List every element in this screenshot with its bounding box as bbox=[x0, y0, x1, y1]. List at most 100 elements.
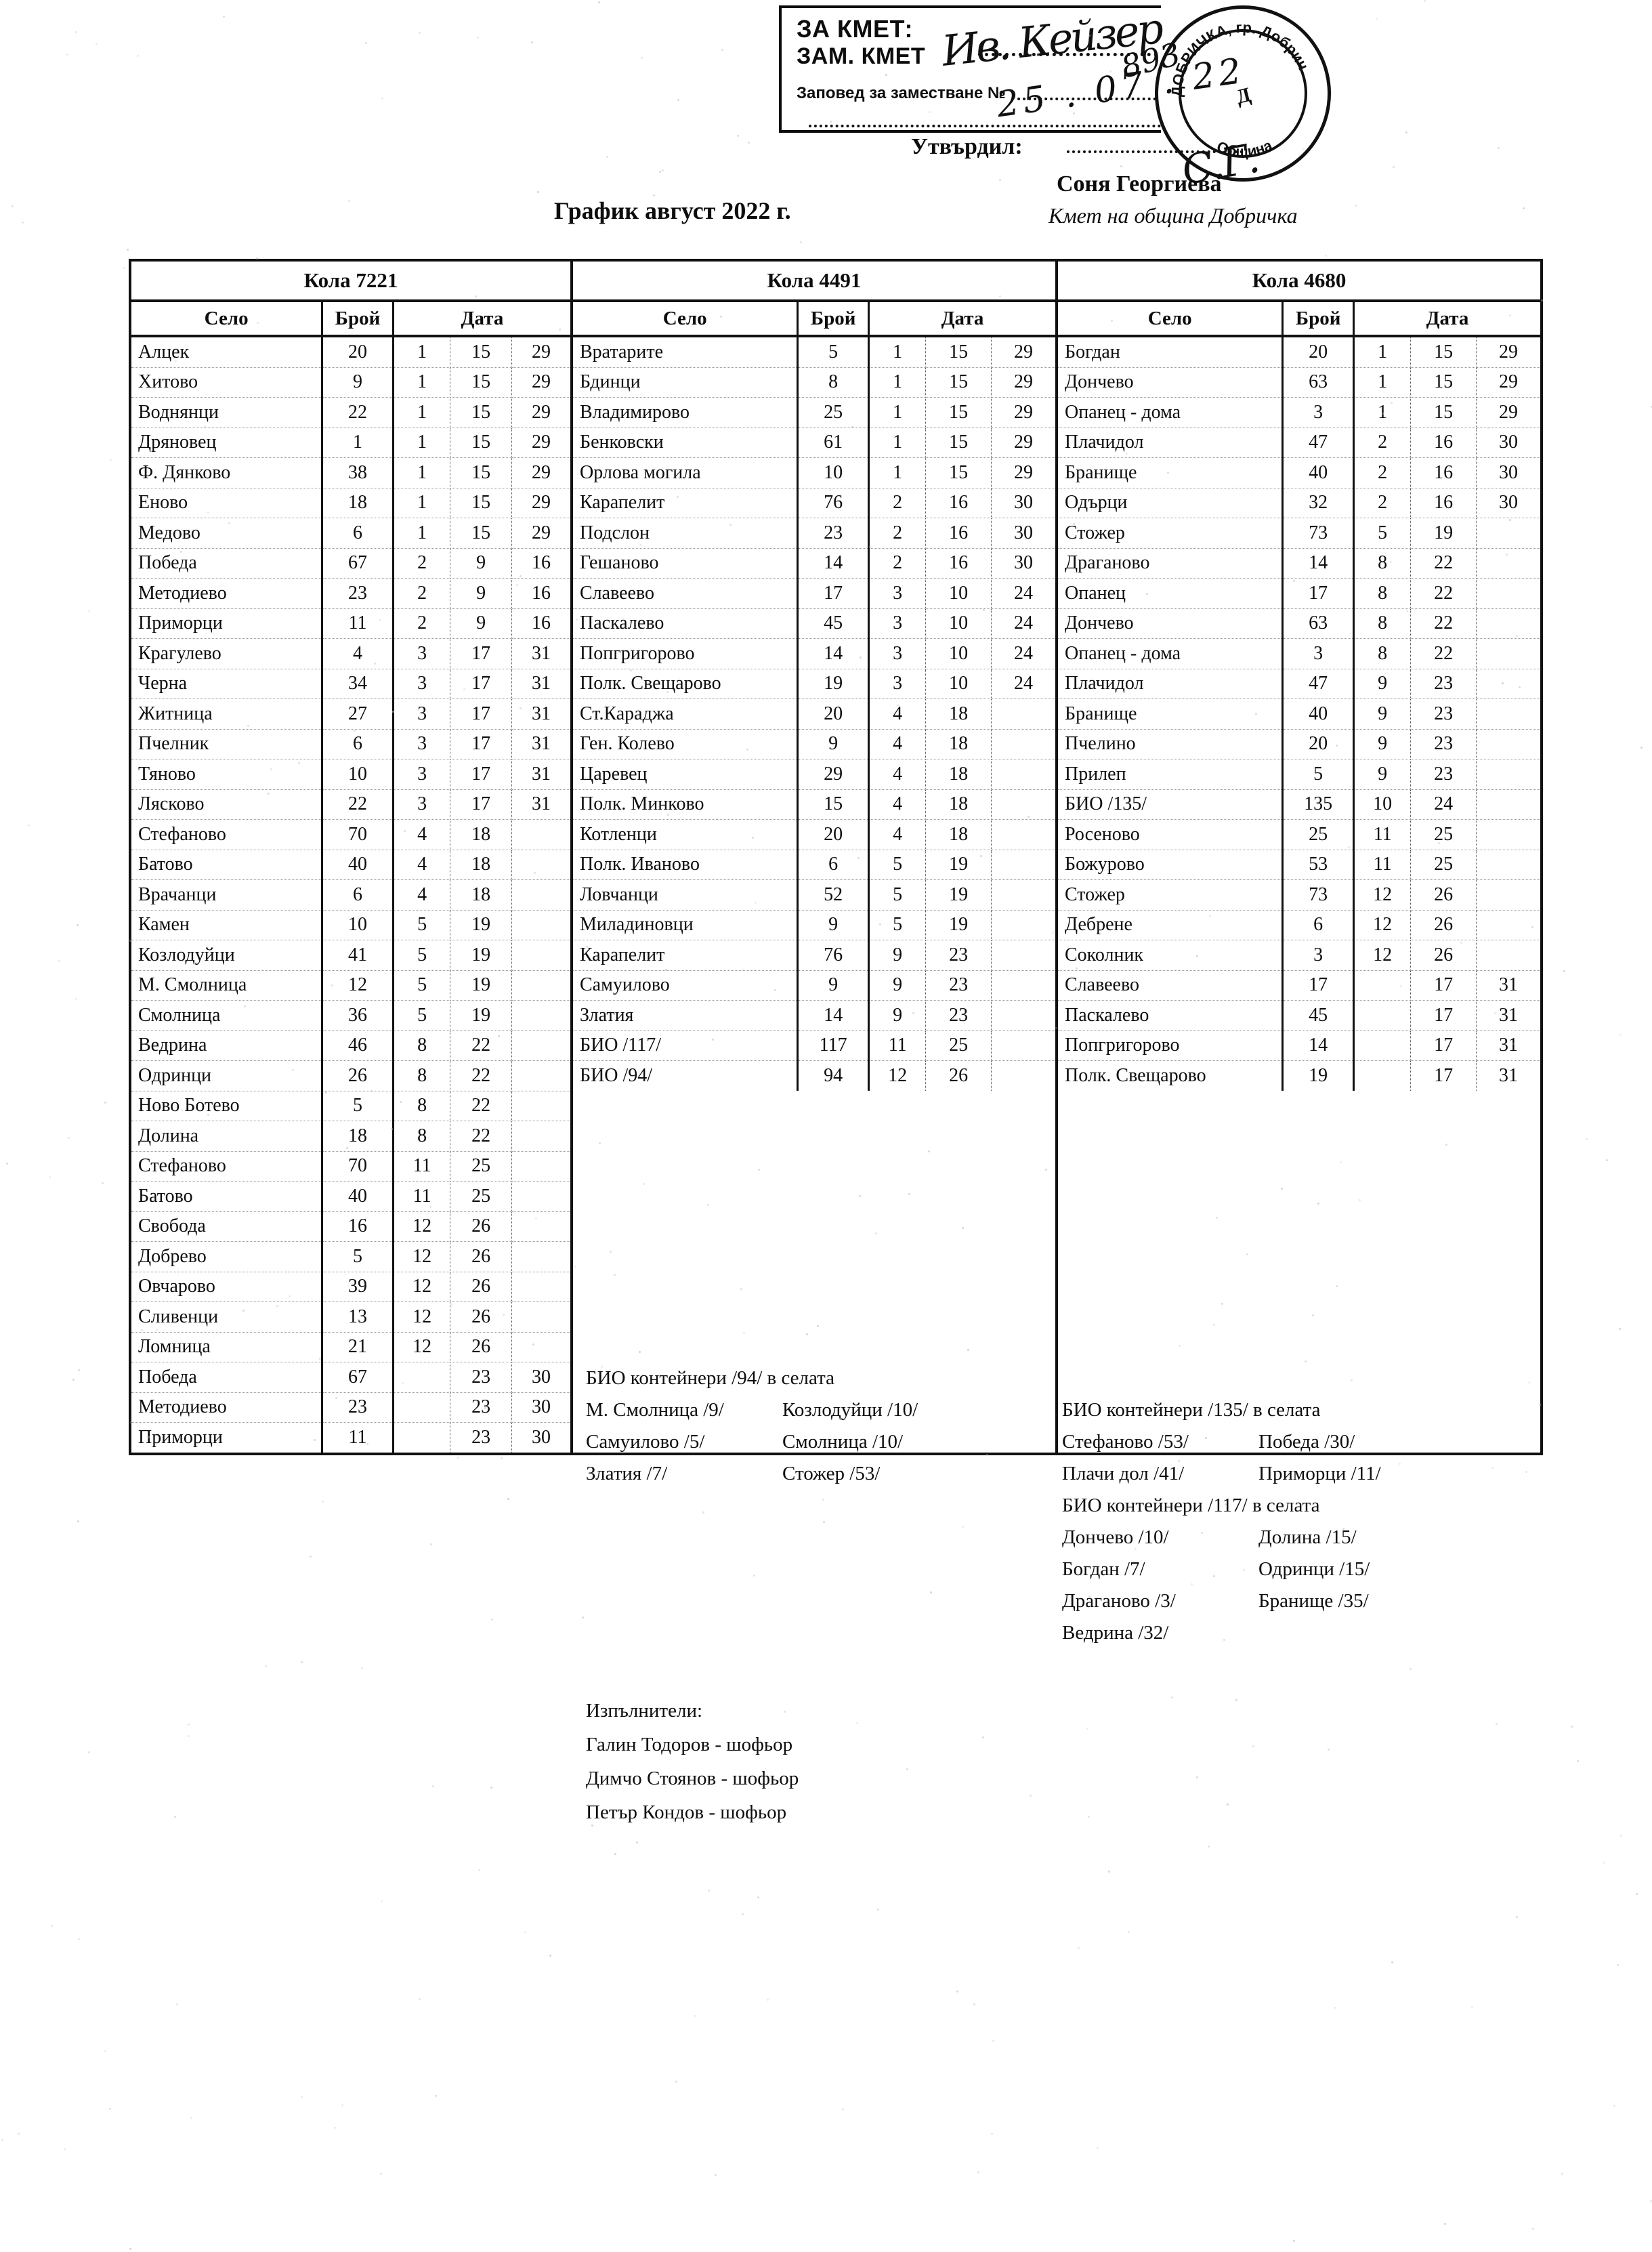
table-row: Плачидол 47 9 23 bbox=[1058, 669, 1540, 699]
cell-date-3 bbox=[511, 970, 570, 1001]
cell-date-1: 1 bbox=[868, 457, 927, 488]
scan-speckle bbox=[576, 619, 578, 621]
cell-date-2: 17 bbox=[450, 638, 512, 669]
cell-date-2: 17 bbox=[1410, 1000, 1477, 1031]
cell-count: 53 bbox=[1282, 850, 1355, 880]
cell-date-3 bbox=[511, 1211, 570, 1242]
scan-speckle bbox=[694, 2015, 696, 2017]
scan-speckle bbox=[1516, 635, 1518, 637]
cell-date-2: 23 bbox=[1410, 729, 1477, 759]
cell-date-1: 2 bbox=[393, 548, 451, 579]
scan-speckle bbox=[429, 1206, 431, 1208]
cell-date-1: 5 bbox=[393, 970, 451, 1001]
cell-count: 17 bbox=[1282, 970, 1355, 1001]
scan-speckle bbox=[1097, 2147, 1099, 2149]
scan-speckle bbox=[707, 1204, 709, 1206]
bio-note-right: Стожер /53/ bbox=[782, 1463, 881, 1484]
cell-count: 18 bbox=[322, 488, 394, 518]
scan-speckle bbox=[1561, 2173, 1563, 2175]
cell-date-1: 12 bbox=[393, 1332, 451, 1362]
scan-speckle bbox=[1088, 35, 1090, 37]
scan-speckle bbox=[1494, 1012, 1496, 1014]
scan-speckle bbox=[1516, 1916, 1518, 1918]
scan-speckle bbox=[1650, 2200, 1652, 2202]
cell-date-2: 15 bbox=[925, 336, 992, 368]
cell-date-1: 12 bbox=[393, 1301, 451, 1333]
cell-village: Златия bbox=[573, 1000, 799, 1031]
table-row: Росеново 25 11 25 bbox=[1058, 819, 1540, 850]
scan-speckle bbox=[559, 329, 561, 331]
cell-village: Стожер bbox=[1058, 879, 1284, 911]
cell-village: Ловчанци bbox=[573, 879, 799, 911]
scan-speckle bbox=[1525, 1471, 1527, 1473]
cell-village: Соколник bbox=[1058, 940, 1284, 971]
cell-date-2: 26 bbox=[1410, 940, 1477, 971]
cell-date-3: 30 bbox=[1476, 488, 1540, 518]
scan-speckle bbox=[614, 1274, 616, 1276]
cell-village: Воднянци bbox=[131, 397, 324, 428]
cell-date-3 bbox=[1476, 789, 1540, 820]
cell-count: 76 bbox=[797, 488, 870, 518]
scan-speckle bbox=[503, 1314, 505, 1316]
cell-count: 12 bbox=[322, 970, 394, 1001]
stamp-dotted-line-3 bbox=[809, 125, 1161, 127]
scan-speckle bbox=[1376, 18, 1378, 20]
cell-date-1: 8 bbox=[1353, 608, 1412, 639]
bio-note-row: Плачи дол /41/Приморци /11/ bbox=[1062, 1458, 1529, 1490]
scan-speckle bbox=[1640, 747, 1643, 749]
cell-date-2: 16 bbox=[1410, 428, 1477, 458]
scan-speckle bbox=[370, 1090, 373, 1092]
scan-speckle bbox=[999, 179, 1001, 181]
scan-speckle bbox=[1216, 1217, 1218, 1219]
cell-date-1: 12 bbox=[868, 1060, 927, 1091]
table-row: Прилеп 5 9 23 bbox=[1058, 759, 1540, 790]
scan-speckle bbox=[532, 1343, 534, 1346]
cell-village: Добрево bbox=[131, 1241, 324, 1272]
bio-notes-pairs-117: Дончево /10/Долина /15/Богдан /7/Одринци… bbox=[1062, 1522, 1529, 1649]
cell-village: Вратарите bbox=[573, 336, 799, 368]
scan-speckle bbox=[614, 1853, 616, 1855]
scan-speckle bbox=[137, 55, 139, 57]
bio-note-row: М. Смолница /9/Козлодуйци /10/ bbox=[586, 1394, 1053, 1426]
table-row: Сливенци 13 12 26 bbox=[131, 1301, 570, 1333]
cell-village: БИО /117/ bbox=[573, 1030, 799, 1061]
table-row: Одърци 32 2 16 30 bbox=[1058, 488, 1540, 518]
scan-speckle bbox=[636, 1841, 638, 1843]
cell-date-2: 15 bbox=[1410, 397, 1477, 428]
table-row: Миладиновци 9 5 19 bbox=[573, 910, 1055, 940]
cell-village: Славеево bbox=[573, 578, 799, 609]
scan-speckle bbox=[127, 249, 129, 251]
scan-speckle bbox=[64, 2148, 66, 2150]
scan-speckle bbox=[12, 205, 14, 207]
cell-date-2: 22 bbox=[450, 1121, 512, 1152]
table-row: Ф. Дянково 38 1 15 29 bbox=[131, 457, 570, 488]
schedule-rows-4680: Богдан 20 1 15 29 Дончево 63 1 15 29 Опанец - дома… bbox=[1058, 336, 1540, 1091]
cell-date-1: 5 bbox=[868, 879, 927, 911]
cell-date-3 bbox=[1476, 638, 1540, 669]
scan-speckle bbox=[537, 191, 539, 193]
table-row: Ново Ботево 5 8 22 bbox=[131, 1091, 570, 1121]
cell-date-2: 23 bbox=[1410, 698, 1477, 730]
cell-village: Бранище bbox=[1058, 698, 1284, 730]
cell-count: 5 bbox=[1282, 759, 1355, 790]
table-row: Черна 34 3 17 31 bbox=[131, 669, 570, 699]
cell-date-2: 15 bbox=[450, 518, 512, 549]
table-row: Пчелино 20 9 23 bbox=[1058, 729, 1540, 759]
cell-date-2: 9 bbox=[450, 548, 512, 579]
scan-speckle bbox=[977, 2171, 979, 2173]
cell-date-2: 19 bbox=[450, 940, 512, 971]
cell-date-3 bbox=[1476, 669, 1540, 699]
bio-note-row: Самуилово /5/Смолница /10/ bbox=[586, 1426, 1053, 1458]
cell-village: БИО /135/ bbox=[1058, 789, 1284, 820]
cell-date-3 bbox=[1476, 910, 1540, 940]
scan-speckle bbox=[1444, 2223, 1446, 2225]
cell-date-3 bbox=[991, 970, 1055, 1001]
scan-speckle bbox=[520, 707, 522, 709]
cell-date-1: 2 bbox=[1353, 428, 1412, 458]
scan-speckle bbox=[643, 1183, 645, 1185]
cell-date-3: 24 bbox=[991, 578, 1055, 609]
cell-date-1: 1 bbox=[868, 428, 927, 458]
cell-date-2: 17 bbox=[1410, 970, 1477, 1001]
table-row: Полк. Свещарово 19 3 10 24 bbox=[573, 669, 1055, 699]
cell-village: БИО /94/ bbox=[573, 1060, 799, 1091]
